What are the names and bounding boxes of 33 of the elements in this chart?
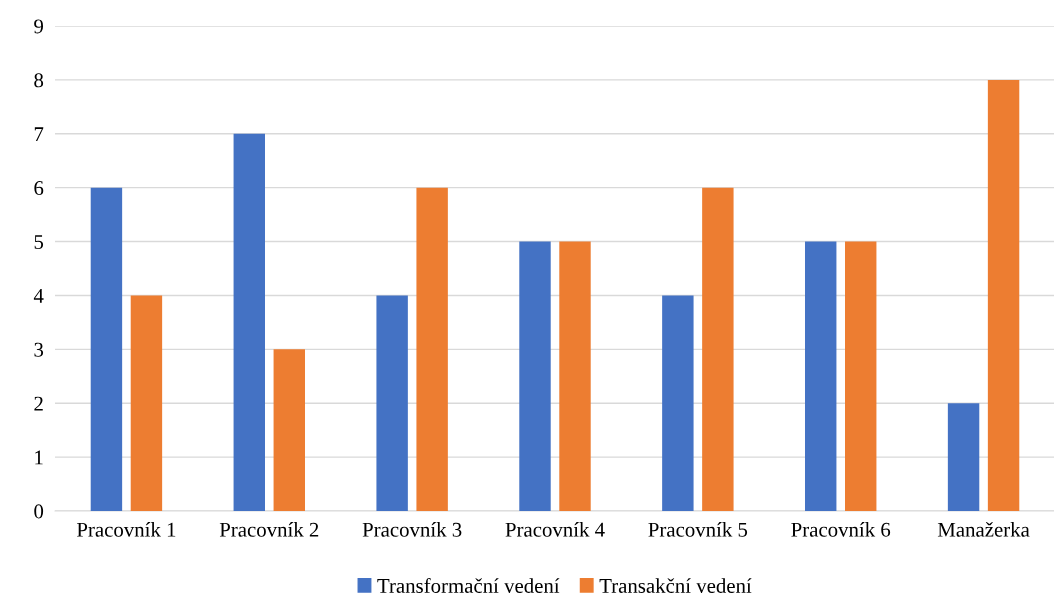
y-tick-label: 9 [34, 19, 44, 34]
x-tick-label: Pracovník 3 [362, 522, 462, 537]
y-tick-label: 5 [34, 235, 44, 249]
x-tick-label: Pracovník 5 [648, 522, 748, 537]
x-tick-label: Pracovník 6 [791, 522, 891, 537]
bar [519, 241, 551, 511]
bar [273, 349, 305, 511]
bar [130, 295, 163, 511]
x-tick-label: Pracovník 2 [219, 522, 319, 537]
bar [90, 187, 123, 511]
bar [947, 403, 980, 511]
bar [662, 295, 694, 511]
legend-label: Transakční vedení [599, 578, 752, 593]
bar [702, 187, 734, 511]
x-tick-label: Pracovník 4 [505, 522, 605, 537]
bar [376, 295, 408, 511]
bar [987, 79, 1020, 511]
y-tick-label: 2 [34, 396, 43, 411]
y-tick-label: 0 [34, 504, 44, 519]
y-tick-label: 3 [34, 342, 44, 357]
x-tick-label: Pracovník 1 [76, 522, 176, 537]
bar [805, 241, 837, 511]
bar [845, 241, 877, 511]
legend-label: Transformační vedení [377, 578, 560, 593]
bar [416, 187, 448, 511]
y-tick-label: 7 [34, 127, 44, 142]
y-tick-label: 6 [34, 181, 44, 196]
y-tick-label: 1 [35, 450, 43, 465]
bar [559, 241, 591, 511]
bar [233, 133, 265, 511]
y-tick-label: 8 [34, 73, 44, 88]
x-tick-label: Manažerka [937, 522, 1030, 537]
y-tick-label: 4 [33, 288, 44, 303]
